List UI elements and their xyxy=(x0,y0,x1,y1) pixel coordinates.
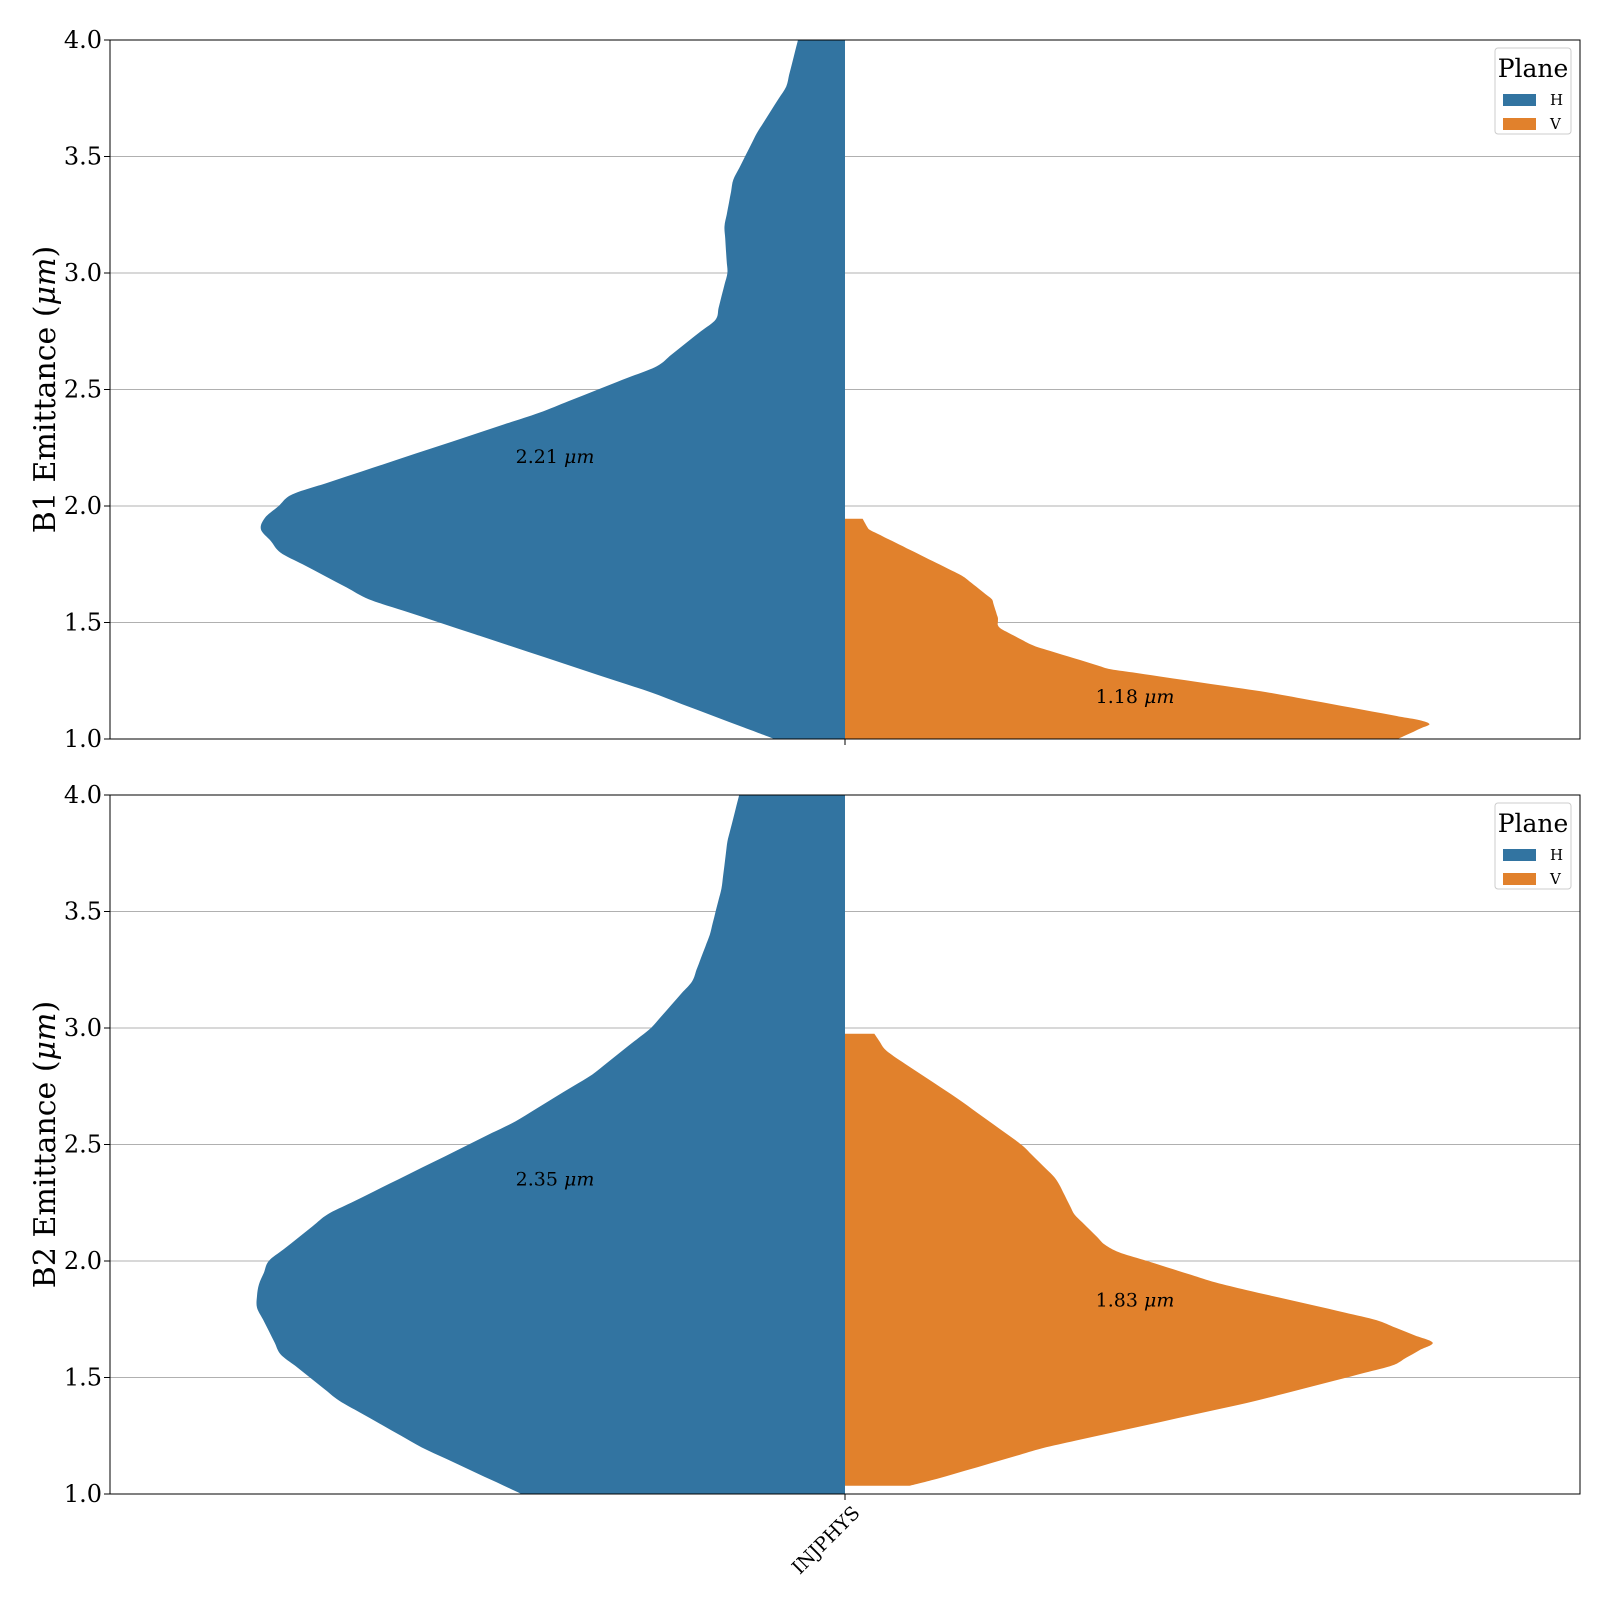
legend-label-h: H xyxy=(1550,846,1563,864)
y-tick-label: 2.0 xyxy=(64,1247,102,1275)
violin-half-v xyxy=(845,518,1430,739)
violin-plot xyxy=(256,795,1433,1494)
violin-half-h xyxy=(256,795,846,1494)
y-tick-label: 2.0 xyxy=(64,492,102,520)
y-tick-label: 4.0 xyxy=(64,781,102,809)
y-tick-label: 4.0 xyxy=(64,26,102,54)
legend-swatch-h xyxy=(1503,94,1536,106)
legend-label-h: H xyxy=(1550,91,1563,109)
annotation-v: 1.83 μm xyxy=(1096,1290,1175,1312)
y-tick-label: 1.5 xyxy=(64,1364,102,1392)
y-axis-label-prefix: B2 Emittance ( xyxy=(28,1060,63,1288)
y-axis-ticks: 1.0 1.5 2.0 2.5 3.0 3.5 4.0 xyxy=(64,781,110,1508)
legend-title: Plane xyxy=(1498,54,1569,83)
y-tick-label: 1.0 xyxy=(64,1480,102,1508)
legend-label-v: V xyxy=(1549,870,1562,888)
annotations: 2.21 μm 1.18 μm xyxy=(516,446,1175,708)
annotation-v: 1.18 μm xyxy=(1096,686,1175,708)
y-tick-label: 2.5 xyxy=(64,376,102,404)
violin-half-h xyxy=(260,40,845,739)
panel-b2: 1.01.52.02.53.03.54.0 B2 Emittance (μm) … xyxy=(28,781,1581,1579)
y-tick-label: 3.5 xyxy=(64,143,102,171)
legend-swatch-v xyxy=(1503,873,1536,885)
x-tick-label-injphys: INJPHYS xyxy=(788,1502,865,1579)
y-tick-label: 3.0 xyxy=(64,1014,102,1042)
y-axis-label-unit: μm xyxy=(28,258,63,306)
x-axis: INJPHYS xyxy=(788,1494,865,1579)
y-axis-label: B2 Emittance (μm) xyxy=(28,1001,63,1288)
legend-label-v: V xyxy=(1549,115,1562,133)
legend-box xyxy=(1494,47,1572,135)
y-axis-label-prefix: B1 Emittance ( xyxy=(28,305,63,533)
violin-half-v xyxy=(845,1033,1433,1486)
y-tick-label: 2.5 xyxy=(64,1131,102,1159)
y-axis-label-suffix: ) xyxy=(28,246,63,258)
y-axis-label-suffix: ) xyxy=(28,1001,63,1013)
legend-box xyxy=(1494,802,1572,890)
panel-b1: 1.01.52.02.53.03.54.0 B1 Emittance (μm) … xyxy=(28,26,1581,753)
annotation-h: 2.21 μm xyxy=(516,446,595,468)
annotations: 2.35 μm 1.83 μm xyxy=(516,1168,1175,1311)
y-tick-label: 3.5 xyxy=(64,898,102,926)
y-tick-label: 1.5 xyxy=(64,609,102,637)
y-tick-label: 3.0 xyxy=(64,259,102,287)
y-axis-label: B1 Emittance (μm) xyxy=(28,246,63,533)
legend: Plane HV xyxy=(1494,47,1572,135)
legend-title: Plane xyxy=(1498,809,1569,838)
annotation-h: 2.35 μm xyxy=(516,1168,595,1190)
legend: Plane HV xyxy=(1494,802,1572,890)
legend-swatch-h xyxy=(1503,849,1536,861)
y-tick-label: 1.0 xyxy=(64,725,102,753)
violin-plot xyxy=(260,40,1430,739)
y-axis-label-unit: μm xyxy=(28,1013,63,1061)
y-axis-ticks: 1.0 1.5 2.0 2.5 3.0 3.5 4.0 xyxy=(64,26,110,753)
legend-swatch-v xyxy=(1503,118,1536,130)
